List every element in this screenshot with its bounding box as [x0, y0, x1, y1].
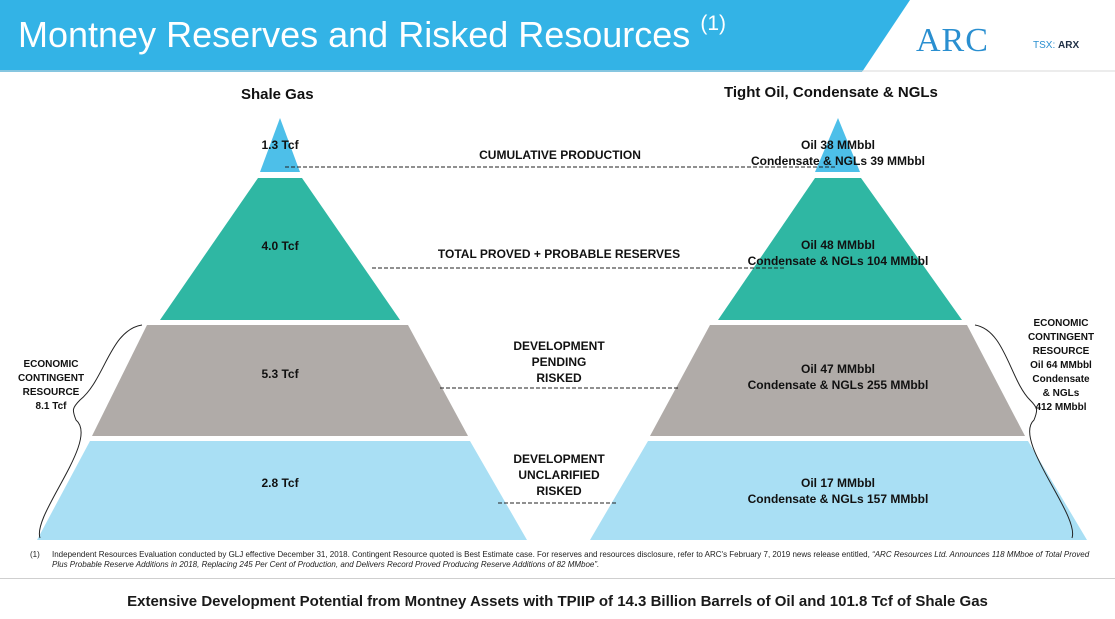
header-banner: Montney Reserves and Risked Resources (1… — [0, 0, 1115, 72]
right-proved-cond: Condensate & NGLs 104 MMbbl — [747, 254, 929, 268]
left-pyramid-heading: Shale Gas — [241, 86, 314, 103]
left-tier-cumulative — [260, 118, 300, 172]
title-footnote-marker: (1) — [700, 12, 726, 35]
right-contingent-brace — [974, 324, 1074, 539]
left-tier-development-unclarified — [37, 441, 527, 540]
right-value-cumulative: Oil 38 MMbbl Condensate & NGLs 39 MMbbl — [718, 137, 958, 169]
right-pyramid-heading: Tight Oil, Condensate & NGLs — [724, 84, 938, 101]
left-value-pending: 5.3 Tcf — [261, 367, 299, 381]
footnote-text: Independent Resources Evaluation conduct… — [52, 550, 1095, 570]
right-pending-oil: Oil 47 MMbbl — [800, 362, 875, 376]
right-tier-development-unclarified — [590, 441, 1087, 540]
right-tier-proved-probable — [718, 178, 962, 320]
footnote-number: (1) — [30, 550, 40, 559]
unclarified-line1: DEVELOPMENT — [513, 452, 605, 466]
header-background — [0, 0, 1115, 72]
arc-logo-text: ARC — [916, 22, 989, 59]
left-contingent-label: ECONOMIC CONTINGENT RESOURCE 8.1 Tcf — [6, 358, 96, 414]
ticker-symbol: ARX — [1058, 40, 1080, 51]
right-proved-oil: Oil 48 MMbbl — [800, 238, 875, 252]
right-contingent-line2: CONTINGENT — [1027, 332, 1095, 343]
pending-line3: RISKED — [536, 371, 582, 385]
category-development-unclarified: DEVELOPMENT UNCLARIFIED RISKED — [470, 451, 648, 499]
ticker-prefix: TSX: — [1033, 40, 1056, 51]
footer-divider — [0, 578, 1115, 579]
left-contingent-line2: CONTINGENT — [17, 373, 85, 384]
left-contingent-line4: 8.1 Tcf — [35, 401, 67, 412]
page-title: Montney Reserves and Risked Resources (1… — [18, 12, 726, 56]
unclarified-line2: UNCLARIFIED — [518, 468, 600, 482]
pending-line1: DEVELOPMENT — [513, 339, 605, 353]
right-pending-cond: Condensate & NGLs 255 MMbbl — [747, 378, 929, 392]
right-contingent-line7: 412 MMbbl — [1035, 402, 1087, 413]
unclarified-line3: RISKED — [536, 484, 582, 498]
category-cumulative-production: CUMULATIVE PRODUCTION — [479, 148, 641, 162]
right-contingent-label: ECONOMIC CONTINGENT RESOURCE Oil 64 MMbb… — [1020, 317, 1102, 415]
arc-logo: ARC — [916, 22, 989, 60]
right-contingent-line6: & NGLs — [1042, 388, 1080, 399]
left-contingent-brace — [38, 324, 143, 539]
left-contingent-line1: ECONOMIC — [23, 359, 79, 370]
ticker-label: TSX: ARX — [1033, 40, 1079, 51]
right-contingent-line4: Oil 64 MMbbl — [1030, 360, 1092, 371]
category-proved-probable: TOTAL PROVED + PROBABLE RESERVES — [437, 247, 681, 261]
footer-tagline: Extensive Development Potential from Mon… — [127, 593, 988, 610]
footnote-release-title: “ARC Resources Ltd. Announces 118 MMboe … — [52, 550, 1090, 569]
left-value-unclarified: 2.8 Tcf — [261, 476, 299, 490]
left-value-cumulative: 1.3 Tcf — [261, 138, 299, 152]
right-value-proved-probable: Oil 48 MMbbl Condensate & NGLs 104 MMbbl — [718, 237, 958, 269]
pending-line2: PENDING — [531, 355, 587, 369]
left-tier-proved-probable — [160, 178, 400, 320]
right-value-unclarified: Oil 17 MMbbl Condensate & NGLs 157 MMbbl — [718, 475, 958, 507]
right-tier-cumulative — [815, 118, 860, 172]
right-value-pending: Oil 47 MMbbl Condensate & NGLs 255 MMbbl — [718, 361, 958, 393]
right-unclarified-cond: Condensate & NGLs 157 MMbbl — [747, 492, 929, 506]
left-tier-development-pending — [92, 325, 468, 436]
right-cumulative-cond: Condensate & NGLs 39 MMbbl — [750, 154, 926, 168]
category-development-pending: DEVELOPMENT PENDING RISKED — [470, 338, 648, 386]
footnote-body: Independent Resources Evaluation conduct… — [52, 550, 873, 559]
right-unclarified-oil: Oil 17 MMbbl — [800, 476, 875, 490]
right-contingent-line3: RESOURCE — [1032, 346, 1090, 357]
right-contingent-line5: Condensate — [1032, 374, 1090, 385]
right-tier-development-pending — [650, 325, 1025, 436]
header-blue-band — [0, 0, 910, 72]
page-title-text: Montney Reserves and Risked Resources — [18, 14, 691, 55]
right-contingent-line1: ECONOMIC — [1033, 318, 1089, 329]
right-cumulative-oil: Oil 38 MMbbl — [800, 138, 875, 152]
left-value-proved-probable: 4.0 Tcf — [261, 239, 299, 253]
left-contingent-line3: RESOURCE — [22, 387, 80, 398]
